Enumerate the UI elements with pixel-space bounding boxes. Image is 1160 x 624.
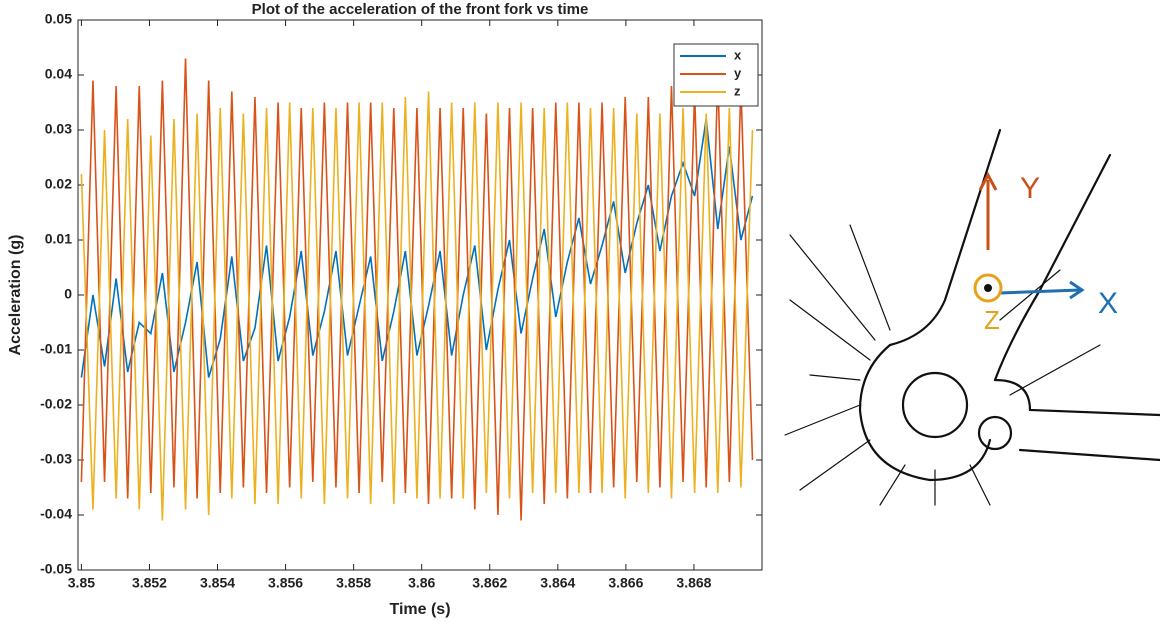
z-axis-sketch-label: Z <box>984 305 1000 335</box>
bolt-hole <box>977 415 1013 451</box>
legend-label: y <box>734 65 742 80</box>
x-tick-label: 3.862 <box>472 575 507 591</box>
sketch: Y X Z <box>784 128 1160 506</box>
fork-arm <box>993 153 1112 382</box>
x-tick-label: 3.856 <box>268 575 303 591</box>
z-dot <box>984 284 992 292</box>
sketch-lines <box>784 224 1101 506</box>
chainstay <box>993 378 1160 462</box>
x-tick-label: 3.858 <box>336 575 371 591</box>
x-axis-label: Time (s) <box>389 601 450 618</box>
y-arrow-head <box>978 171 998 191</box>
x-arrow <box>999 288 1081 295</box>
y-tick-label: 0.01 <box>45 231 72 247</box>
y-tick-label: -0.01 <box>40 341 72 357</box>
z-circle <box>973 273 1003 303</box>
chart-title: Plot of the acceleration of the front fo… <box>252 1 589 18</box>
x-axis-sketch-label: X <box>1098 287 1118 320</box>
series-line <box>80 58 754 521</box>
x-tick-label: 3.86 <box>408 575 435 591</box>
y-tick-label: 0 <box>64 286 72 302</box>
legend-label: x <box>734 47 742 62</box>
y-tick-label: 0.03 <box>45 121 72 137</box>
y-tick-label: -0.04 <box>40 506 72 522</box>
y-tick-label: -0.03 <box>40 451 72 467</box>
x-arrow-head <box>1069 280 1085 300</box>
x-tick-label: 3.864 <box>540 575 575 591</box>
x-tick-label: 3.852 <box>132 575 167 591</box>
series-line <box>80 91 754 521</box>
dropout <box>858 343 992 482</box>
x-tick-label: 3.866 <box>608 575 643 591</box>
y-tick-label: 0.02 <box>45 176 72 192</box>
plot-frame <box>77 19 763 571</box>
legend-label: z <box>734 83 741 98</box>
y-tick-label: -0.05 <box>40 561 72 577</box>
x-tick-label: 3.854 <box>200 575 235 591</box>
series-line <box>80 118 754 378</box>
y-axis-label: Acceleration (g) <box>7 235 24 356</box>
x-tick-label: 3.85 <box>68 575 95 591</box>
y-tick-label: -0.02 <box>40 396 72 412</box>
x-tick-label: 3.868 <box>676 575 711 591</box>
y-tick-label: 0.05 <box>45 11 72 27</box>
fork-arm <box>888 128 1002 347</box>
y-axis-sketch-label: Y <box>1020 172 1040 205</box>
y-tick-label: 0.04 <box>45 66 72 82</box>
axle-hole <box>901 371 969 439</box>
